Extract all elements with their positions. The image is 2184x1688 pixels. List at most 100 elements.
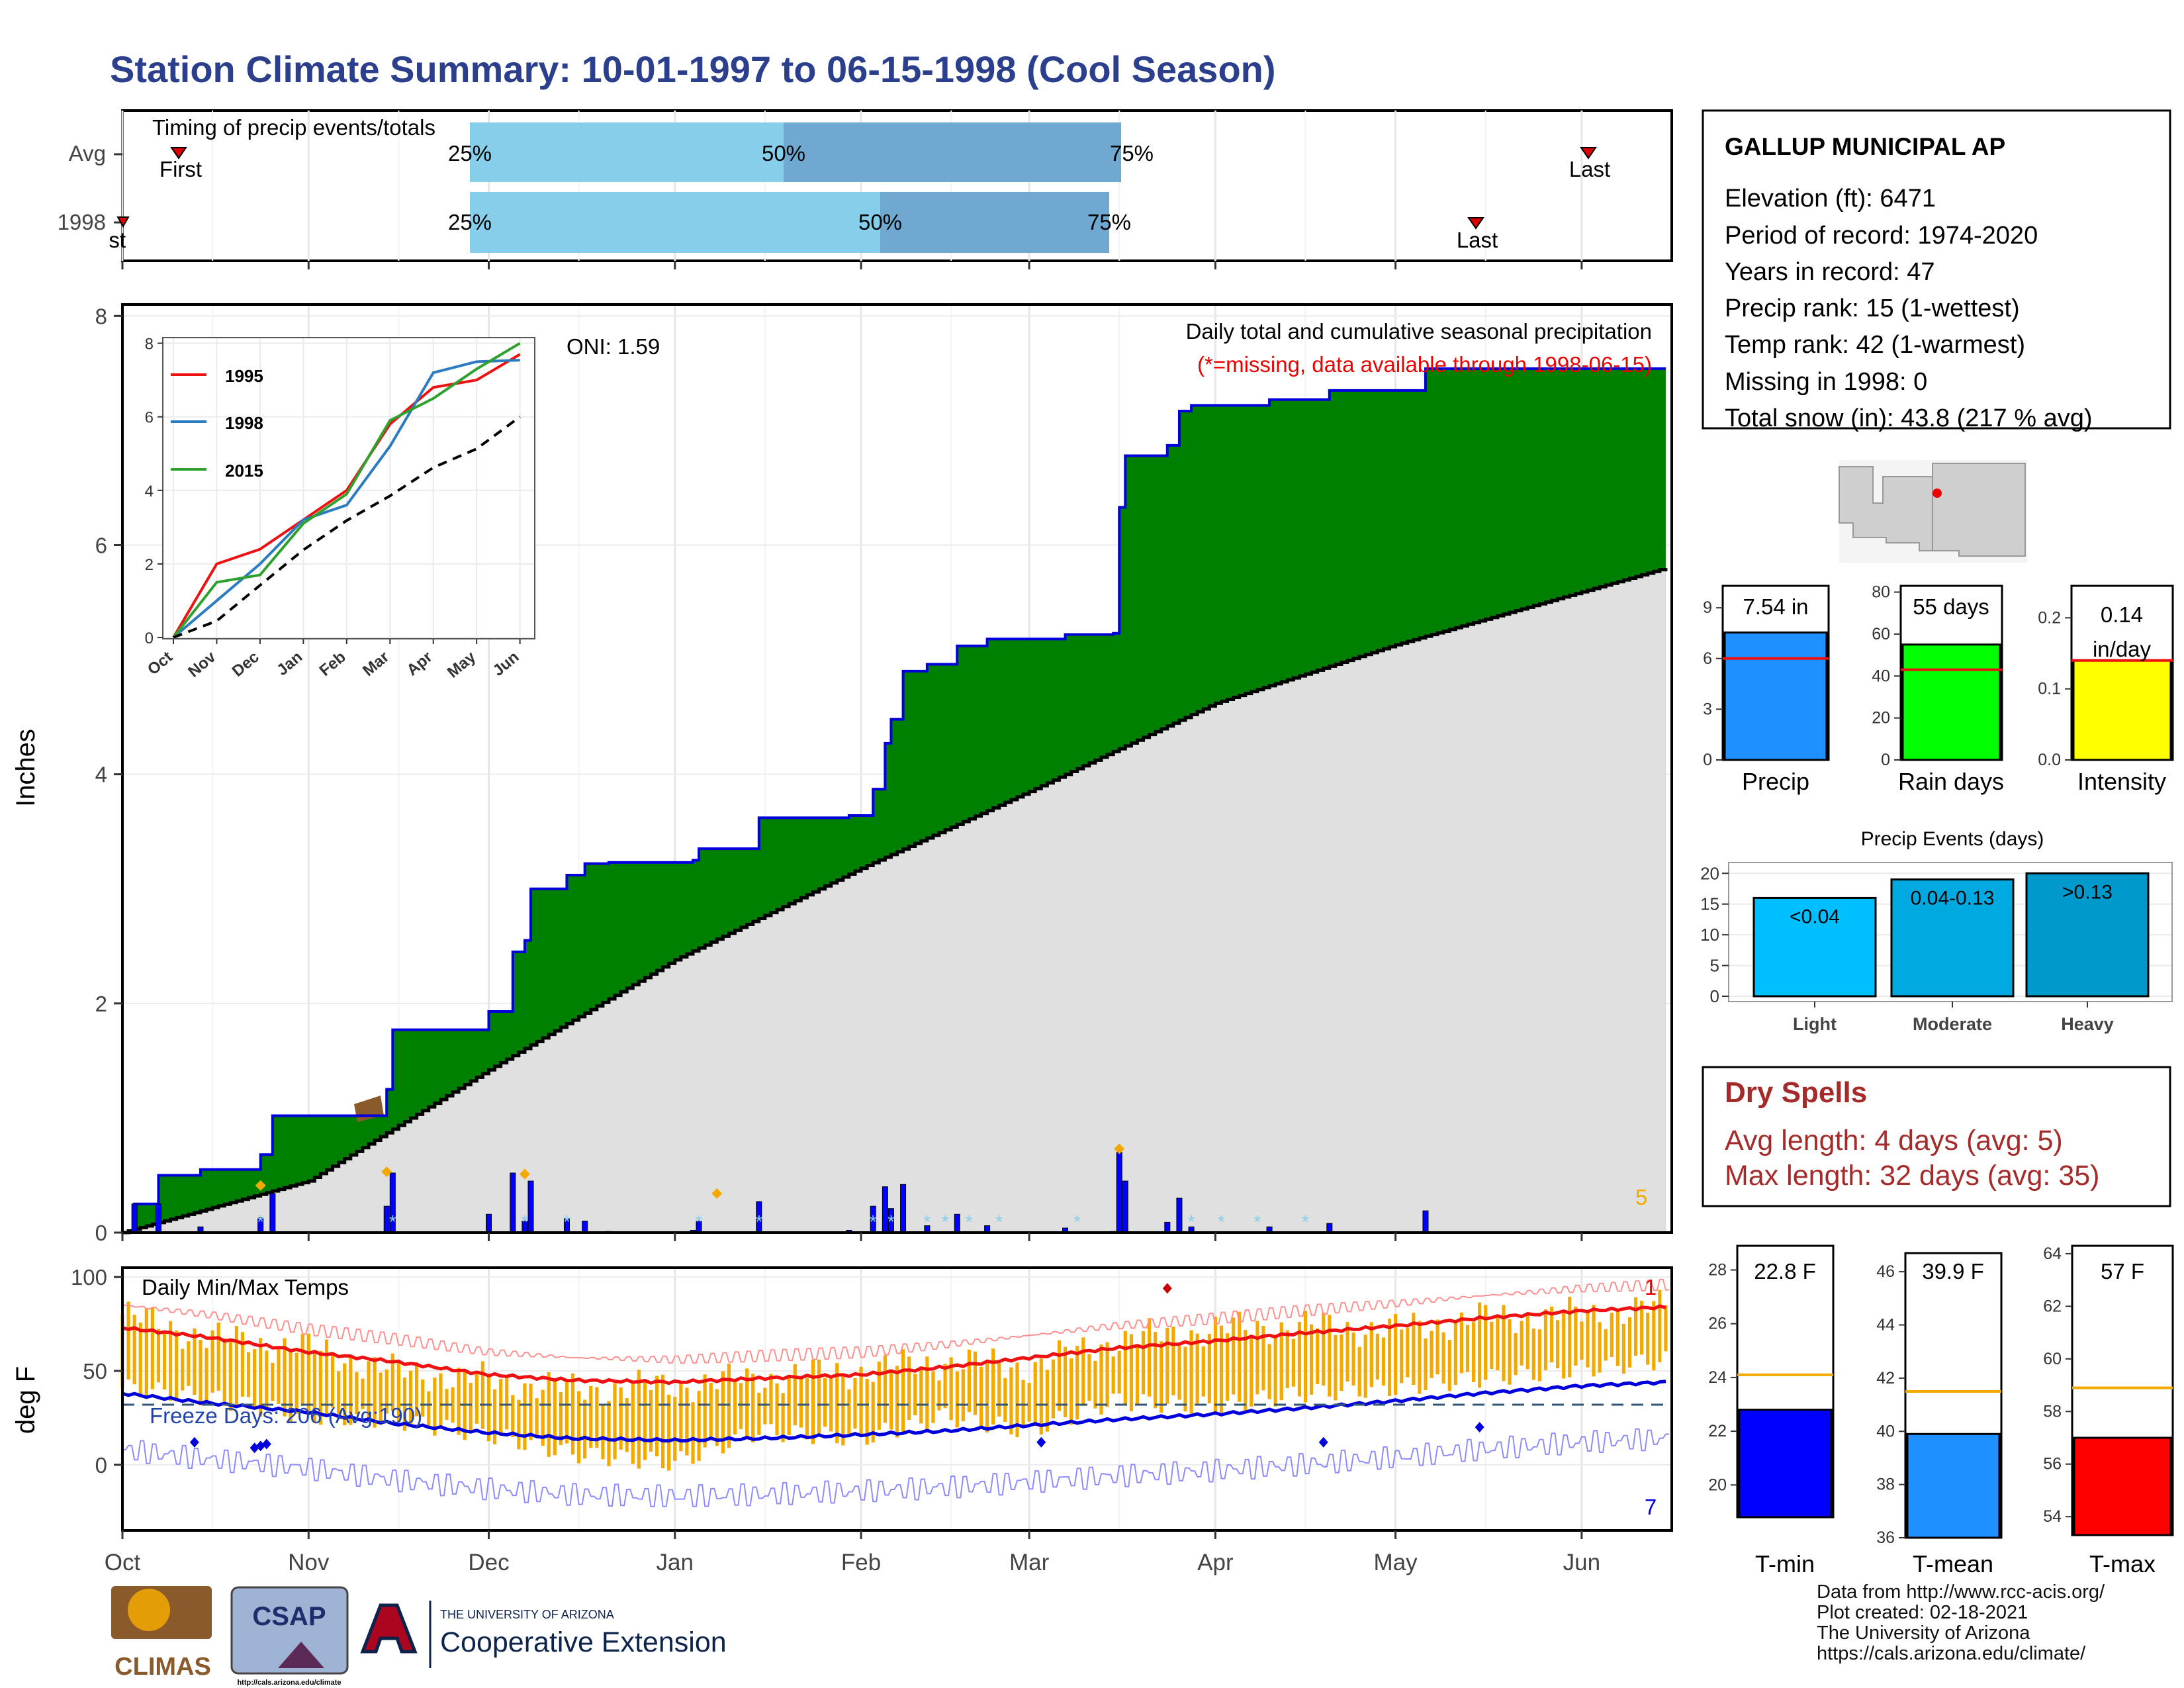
daily-temp-bar xyxy=(408,1370,413,1427)
timing-1998-q75-label: 75% xyxy=(1087,210,1131,234)
daily-temp-bar xyxy=(1598,1322,1602,1373)
daily-temp-bar xyxy=(1549,1306,1554,1363)
precip-panel: * * * * * * * * * * * * * * * * * Daily total and cumula… xyxy=(11,303,1673,1245)
daily-temp-bar xyxy=(361,1378,365,1409)
footer-line-url: https://cals.arizona.edu/climate/ xyxy=(1817,1643,2086,1664)
daily-temp-bar xyxy=(1141,1331,1146,1395)
side-y-tick-label: 9 xyxy=(1703,598,1712,617)
daily-temp-bar xyxy=(199,1340,203,1405)
csap-logo-mark xyxy=(230,1586,349,1675)
daily-temp-bar xyxy=(937,1380,941,1411)
intensity-label: Intensity xyxy=(2077,768,2166,795)
daily-temp-bar xyxy=(1316,1328,1320,1384)
daily-temp-bar xyxy=(216,1322,220,1391)
daily-temp-bar xyxy=(1381,1337,1386,1386)
daily-temp-bar xyxy=(667,1394,671,1471)
daily-temp-bar xyxy=(769,1374,773,1425)
daily-temp-bar xyxy=(324,1339,329,1415)
month-label: Feb xyxy=(841,1550,881,1575)
daily-precip-bar xyxy=(1176,1197,1183,1233)
station-line-elevation: Elevation (ft): 6471 xyxy=(1725,185,1936,212)
daily-temp-bar xyxy=(1303,1310,1308,1403)
inset-y-tick-label: 0 xyxy=(145,630,154,647)
daily-temp-bar xyxy=(1633,1297,1638,1356)
daily-temp-bar xyxy=(396,1360,400,1422)
daily-temp-bar xyxy=(150,1307,154,1389)
side-y-tick-label: 64 xyxy=(2043,1244,2062,1263)
daily-temp-bar xyxy=(1105,1342,1109,1407)
daily-temp-bar xyxy=(1459,1312,1464,1374)
oni-value: ONI: 1.59 xyxy=(567,334,660,359)
daily-temp-bar xyxy=(240,1332,245,1397)
daily-temp-bar xyxy=(841,1374,845,1446)
daily-temp-bar xyxy=(457,1368,461,1435)
daily-temp-bar xyxy=(451,1387,455,1423)
timing-1998-bar-q50-q75 xyxy=(880,192,1109,253)
inset-y-tick-label: 6 xyxy=(145,409,154,427)
record-min-line xyxy=(122,1428,1669,1507)
side-y-tick-label: 44 xyxy=(1876,1316,1895,1335)
timing-avg-bar-q25-q50 xyxy=(470,122,784,182)
footer-credits: Data from http://www.rcc-acis.org/ Plot … xyxy=(1817,1582,2174,1664)
daily-temp-bar xyxy=(1568,1296,1572,1378)
tmin-label: T-min xyxy=(1755,1550,1815,1577)
daily-temp-bar xyxy=(156,1329,161,1383)
daily-temp-bar xyxy=(1183,1346,1187,1412)
snow-marker: * xyxy=(966,1211,973,1232)
daily-temp-bar xyxy=(126,1301,130,1380)
daily-temp-bar xyxy=(1490,1321,1494,1370)
daily-temp-bar xyxy=(703,1374,707,1448)
snow-marker: * xyxy=(1253,1211,1261,1232)
temp-y-tick-label: 50 xyxy=(83,1359,107,1383)
events-y-tick-label: 0 xyxy=(1710,986,1719,1006)
temp-count-top: 1 xyxy=(1645,1275,1657,1299)
daily-temp-bar xyxy=(1345,1321,1349,1382)
daily-temp-bar xyxy=(1322,1313,1326,1386)
daily-temp-bar xyxy=(1543,1309,1548,1370)
daily-temp-bar xyxy=(1586,1311,1590,1368)
daily-temp-bar xyxy=(132,1315,136,1385)
daily-max-marker xyxy=(381,1166,392,1178)
daily-temp-bar xyxy=(1441,1332,1445,1384)
daily-precip-bar xyxy=(954,1213,960,1233)
daily-temp-bar xyxy=(1039,1358,1043,1434)
daily-precip-bar xyxy=(131,1203,138,1233)
daily-temp-bar xyxy=(337,1371,341,1415)
daily-temp-bar xyxy=(565,1380,569,1444)
daily-temp-bar xyxy=(757,1392,761,1435)
daily-temp-bar xyxy=(312,1352,316,1423)
record-low-marker xyxy=(1036,1436,1046,1448)
temp-ylabel: deg F xyxy=(11,1366,40,1434)
precip-events-bar-label: >0.13 xyxy=(2062,881,2113,903)
events-y-tick-label: 15 xyxy=(1700,894,1719,914)
events-y-tick-label: 10 xyxy=(1700,925,1719,945)
inset-y-tick-label: 8 xyxy=(145,336,154,353)
daily-temp-bar xyxy=(1471,1322,1476,1382)
climas-logo-text: CLIMAS xyxy=(114,1653,211,1681)
daily-temp-bar xyxy=(907,1356,911,1420)
timing-row-1998: 1998 xyxy=(58,210,106,234)
daily-temp-bar xyxy=(529,1383,533,1440)
daily-temp-bar xyxy=(1531,1328,1535,1380)
daily-temp-bar xyxy=(583,1399,587,1459)
daily-temp-bar xyxy=(1430,1331,1433,1378)
daily-temp-bar xyxy=(1033,1362,1037,1427)
tmean-value: 39.9 F xyxy=(1922,1259,1984,1284)
cumulative-1998-line xyxy=(122,367,1666,1234)
timing-1998-bar-q25-q50 xyxy=(470,192,880,253)
side-y-tick-label: 38 xyxy=(1876,1476,1895,1494)
snow-marker: * xyxy=(923,1211,931,1232)
daily-temp-bar xyxy=(385,1369,388,1414)
daily-temp-bar xyxy=(1129,1334,1133,1411)
station-info-box: GALLUP MUNICIPAL AP Elevation (ft): 6471… xyxy=(1702,109,2171,432)
footer-line-plot-created: Plot created: 02-18-2021 xyxy=(1817,1602,2028,1623)
timing-avg-first-label: First xyxy=(159,157,202,181)
ua-logo-mark xyxy=(360,1603,418,1654)
daily-temp-bar xyxy=(1640,1301,1644,1355)
daily-temp-bar xyxy=(631,1383,635,1464)
side-y-tick-label: 0 xyxy=(1881,751,1890,769)
record-max-line xyxy=(122,1278,1669,1364)
daily-temp-bar xyxy=(415,1362,419,1417)
daily-temp-bar xyxy=(1580,1321,1584,1360)
daily-temp-bar xyxy=(919,1366,923,1424)
